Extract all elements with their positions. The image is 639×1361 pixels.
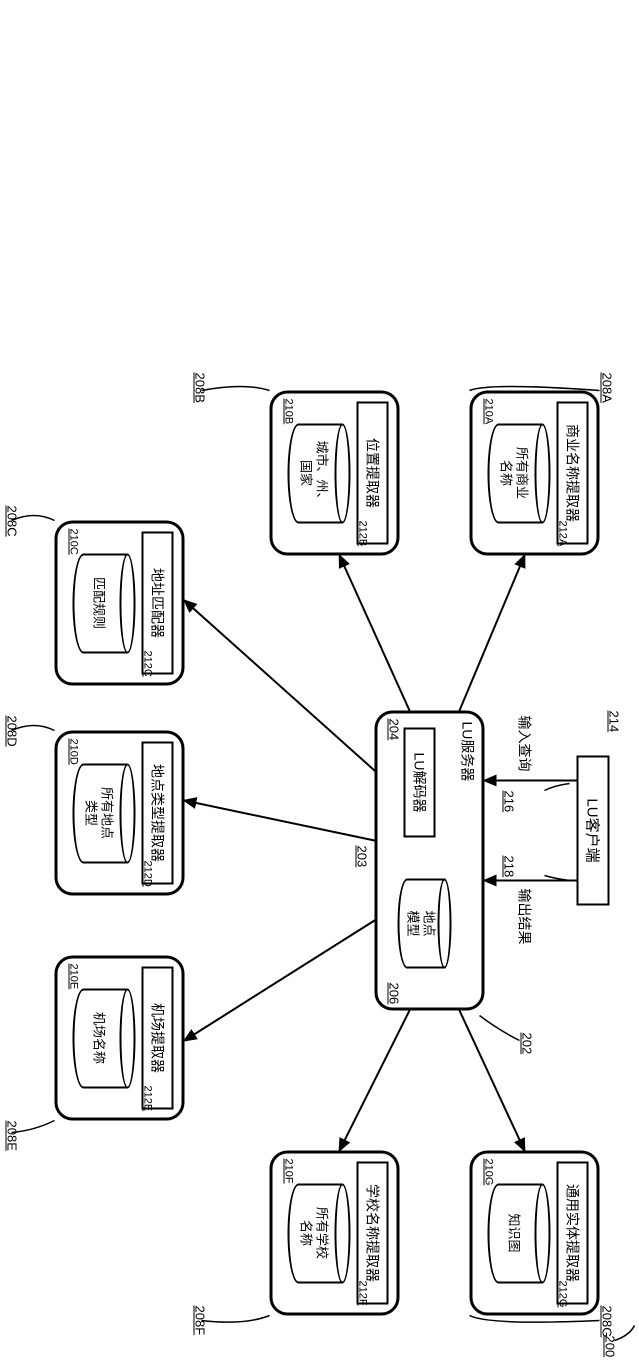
ref-210d: 210D xyxy=(68,739,80,765)
ref-212e: 212E xyxy=(142,1086,154,1112)
ref-212c: 212C xyxy=(142,651,154,677)
ref-output: 218 xyxy=(502,856,517,878)
ref-210c: 210C xyxy=(68,529,80,555)
lu-client-box: LU客户端 xyxy=(577,756,610,906)
ref-208b: 208B xyxy=(193,373,208,403)
ref-208a: 208A xyxy=(600,373,615,403)
ref-210e: 210E xyxy=(68,964,80,990)
extractor-b-db: 城市、州、 国家 xyxy=(298,440,329,505)
ref-212f: 212F xyxy=(357,1281,369,1306)
ref-input: 216 xyxy=(502,791,517,813)
lu-server-node: LU服务器 LU解码器 地点 模型 xyxy=(375,711,485,1011)
ref-212g: 212G xyxy=(557,1281,569,1308)
ref-decoder: 204 xyxy=(387,719,402,741)
model-db-label: 地点 模型 xyxy=(405,910,436,936)
output-label: 输出结果 xyxy=(515,889,535,945)
ref-212a: 212A xyxy=(557,521,569,547)
input-label: 输入查询 xyxy=(515,716,535,772)
ref-212d: 212D xyxy=(142,861,154,887)
ref-210g: 210G xyxy=(483,1159,495,1186)
ref-210a: 210A xyxy=(483,399,495,425)
ref-210b: 210B xyxy=(283,399,295,425)
model-db: 地点 模型 xyxy=(398,879,452,969)
ref-212b: 212B xyxy=(357,521,369,547)
ref-208g: 208G xyxy=(600,1306,615,1338)
lu-decoder-label: LU解码器 xyxy=(412,753,428,813)
extractor-a-db: 所有商业 名称 xyxy=(498,447,529,499)
extractor-g-db: 知识图 xyxy=(506,1213,522,1252)
ref-208e: 208E xyxy=(5,1121,20,1151)
ref-figure: 200 xyxy=(603,1336,618,1358)
ref-decoder-link: 203 xyxy=(355,846,370,868)
ref-210f: 210F xyxy=(283,1159,295,1184)
extractor-d-db: 所有地点 类型 xyxy=(83,787,114,839)
ref-model: 206 xyxy=(387,983,402,1005)
lu-server-label: LU服务器 xyxy=(458,722,478,782)
lu-decoder-box: LU解码器 xyxy=(404,728,436,838)
ref-client: 214 xyxy=(607,711,622,733)
extractor-f-db: 所有学校 名称 xyxy=(298,1207,329,1259)
ref-208c: 208C xyxy=(5,506,20,537)
extractor-c-db: 匹配规则 xyxy=(91,577,107,629)
ref-208d: 208D xyxy=(5,716,20,747)
ref-208f: 208F xyxy=(193,1306,208,1336)
ref-server: 202 xyxy=(520,1033,535,1055)
extractor-e-db: 机场名称 xyxy=(91,1012,107,1064)
lu-client-label: LU客户端 xyxy=(584,798,601,862)
